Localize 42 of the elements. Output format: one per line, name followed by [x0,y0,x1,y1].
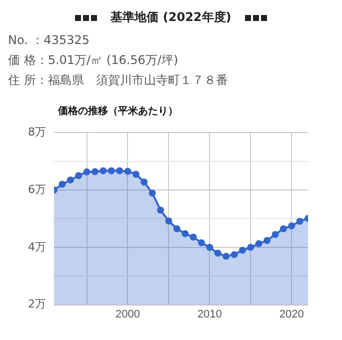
point [116,167,124,174]
point [190,234,197,241]
point [148,190,156,197]
point [280,225,287,232]
point [206,244,214,251]
text: 価 格：5.01万/㎡ (16.56万/坪) [8,52,180,69]
point [165,217,172,224]
x-tick-label: 2010 [197,308,222,320]
point [132,170,140,178]
point [222,252,230,260]
point [124,168,132,175]
point [198,239,205,246]
point [264,237,271,244]
point [100,167,107,174]
point [83,168,90,176]
y-tick-label: 2万 [28,298,46,311]
y-tick-label: 4万 [28,240,46,254]
point [230,251,238,258]
point [173,225,180,232]
text: No. ：435325 [8,32,91,49]
point [182,230,189,238]
point [75,172,82,180]
point [296,218,304,225]
point [140,178,148,186]
point [58,180,66,188]
point [255,240,262,248]
chart-subtitle: 価格の推移（平米あたり） [58,104,179,118]
x-tick-label: 2020 [279,308,304,320]
point [214,250,222,257]
point [247,244,254,251]
point [238,246,246,254]
point [91,168,98,176]
point [108,167,115,174]
y-tick-label: 6万 [28,182,46,196]
point [66,176,74,184]
chart-title: 基準地価 (2022年度) [110,10,232,24]
text: 住 所：福島県 須賀川市山寺町１７８番 [8,72,229,89]
point [272,230,279,238]
x-tick-label: 2000 [116,308,140,320]
y-tick-label: 8万 [28,125,46,138]
point [288,222,296,230]
point [157,206,164,214]
